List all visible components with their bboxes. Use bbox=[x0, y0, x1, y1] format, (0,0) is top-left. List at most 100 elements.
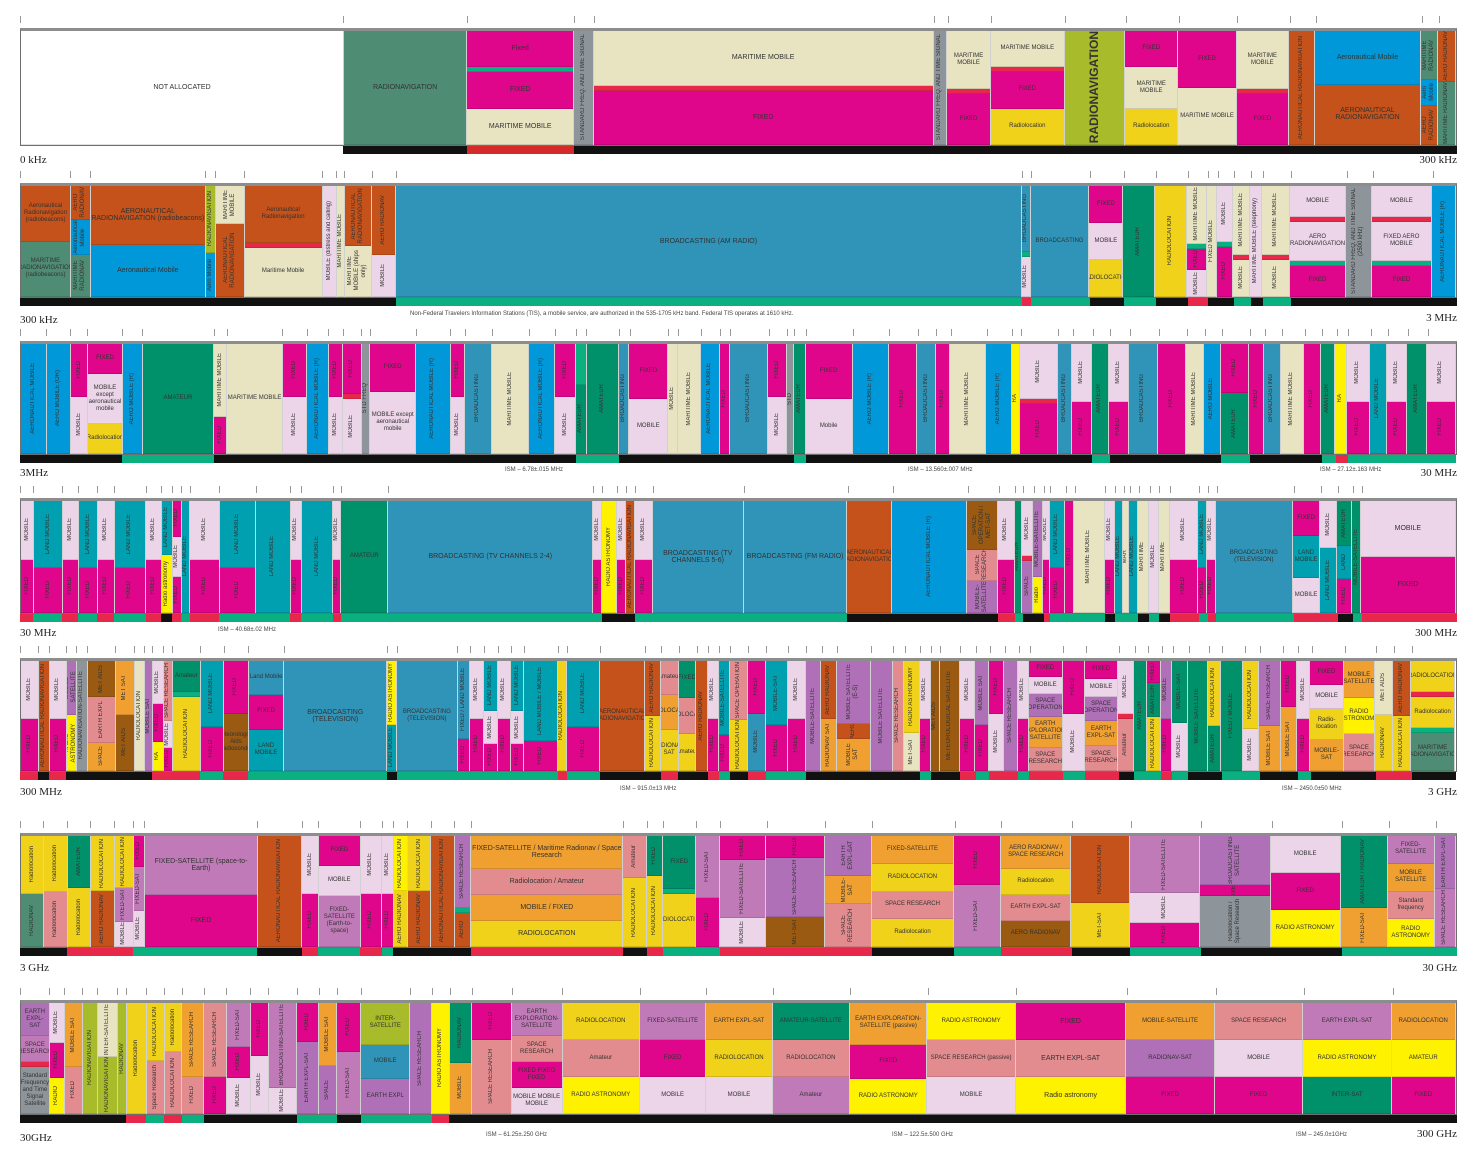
service-allocation: FIXED bbox=[805, 344, 852, 399]
service-allocation: Radiolocation bbox=[1410, 697, 1455, 728]
service-allocation: MOBILE bbox=[629, 399, 668, 454]
service-allocation: Radiolocation bbox=[990, 108, 1064, 145]
service-allocation: RADIOLOCATION bbox=[871, 863, 954, 892]
service-allocation: FIXED bbox=[1015, 1003, 1126, 1040]
service-allocation bbox=[593, 85, 933, 91]
service-allocation: AMATEUR bbox=[1220, 393, 1249, 454]
service-allocation: MOBILE bbox=[555, 396, 576, 454]
service-allocation: FIXED bbox=[1281, 661, 1296, 708]
service-allocation: AMATEUR bbox=[1336, 501, 1352, 547]
service-allocation: BROADCASTING bbox=[464, 344, 492, 454]
service-allocation: MARITIME MOBILE bbox=[1187, 186, 1207, 244]
service-allocation: MOBILE bbox=[283, 396, 307, 454]
service-allocation: Radio-location bbox=[1310, 709, 1343, 740]
service-allocation: FIXED bbox=[1071, 401, 1091, 454]
allocation-band: BROADCASTING bbox=[1030, 186, 1090, 297]
service-allocation: BROADCASTING bbox=[619, 344, 629, 454]
band-strip: MOBILE FIXED AERONAUTICAL RADIONAVIGATION M… bbox=[20, 658, 1457, 772]
service-allocation: MARITIME RADIONAVIGATION bbox=[1410, 733, 1455, 771]
service-allocation: LAND MOBILE bbox=[484, 661, 497, 712]
service-allocation: MOBILE bbox=[1160, 661, 1171, 719]
service-allocation bbox=[172, 692, 200, 698]
frequency-ticks bbox=[20, 329, 1457, 339]
service-allocation: Radiolocation / Amateur bbox=[471, 869, 623, 895]
allocation-band: MOBILE LAND MOBILE bbox=[1320, 501, 1337, 613]
allocation-band: FIXED AMATEUR bbox=[1220, 344, 1250, 454]
service-allocation: FIXED bbox=[214, 417, 227, 454]
service-allocation: BROADCASTING (TV CHANNELS 5-6) bbox=[652, 501, 743, 613]
allocation-band: RADIOLOCATION bbox=[557, 661, 567, 771]
allocation-band: MARITIME MOBILE FIXED bbox=[214, 344, 228, 454]
allocation-band: AMATEUR bbox=[576, 344, 587, 454]
service-allocation: MARITIME MOBILE (telephony) bbox=[1250, 186, 1262, 297]
allocation-band: FIXED bbox=[719, 344, 730, 454]
service-allocation: MOBILE bbox=[290, 501, 301, 560]
service-allocation: MET AIDS bbox=[1375, 661, 1392, 715]
service-allocation bbox=[1262, 254, 1290, 260]
service-allocation: MARITIME MOBILE bbox=[214, 344, 227, 417]
service-allocation: AMATEUR bbox=[1091, 344, 1109, 454]
service-allocation: SPACE RESEARCH bbox=[825, 904, 871, 947]
allocation-band: FIXED / MOBILE bbox=[1221, 661, 1244, 771]
allocation-band: FIXED FIXED-SAT bbox=[954, 836, 1001, 947]
service-allocation: MOBILE bbox=[469, 661, 484, 719]
allocation-band: BROADCASTING (FM RADIO) bbox=[743, 501, 848, 613]
service-allocation: FIXED-SATELLITE / Maritime Radionav / Sp… bbox=[471, 836, 623, 869]
service-allocation: EARTH EXPL-SAT bbox=[1015, 1040, 1126, 1077]
allocation-band: EARTH EXPL-SAT SPACE RESEARCH bbox=[1434, 836, 1456, 947]
allocation-band: SPACE OPERATION / MET-SAT SPACE RESEARCH M… bbox=[967, 501, 999, 613]
service-allocation: MARITIME MOBILE bbox=[678, 344, 701, 454]
service-allocation: SPACE RESEARCH bbox=[163, 661, 172, 721]
service-allocation: AERONAUTICAL RADIONAVIGATION bbox=[1314, 84, 1421, 145]
row-start-label: 300 kHz bbox=[20, 314, 58, 326]
allocation-band: SPACE RESEARCH MOBILE FIXED bbox=[1214, 1003, 1304, 1114]
service-allocation: FIXED bbox=[1214, 1077, 1303, 1114]
service-allocation: SPACE RESEARCH bbox=[471, 1039, 511, 1114]
allocation-band: MARITIME MOBILE bbox=[492, 344, 530, 454]
service-allocation: FIXED bbox=[1292, 501, 1320, 536]
service-allocation: MOBILE bbox=[1022, 501, 1033, 556]
service-allocation: MOBILE SAT bbox=[975, 661, 988, 725]
allocation-band: BROADCASTING MOBILE bbox=[1021, 186, 1031, 297]
band-strip: NOT ALLOCATED RADIONAVIGATION Fixed FIXED MA… bbox=[20, 28, 1457, 146]
service-allocation: FIXED bbox=[226, 1047, 250, 1079]
service-allocation: FIXED bbox=[250, 1003, 268, 1056]
service-allocation: MOBILE-SAT bbox=[825, 875, 871, 905]
service-allocation: FIXED bbox=[467, 72, 574, 109]
allocation-band: AERONAUTICAL RADIONAVIGATION bbox=[257, 836, 303, 947]
service-allocation: RADIOLOCATION bbox=[1243, 661, 1258, 730]
service-allocation: MARITIME RADIONAVIGATION (radiobeacons) bbox=[21, 241, 70, 297]
allocation-band: FIXED bbox=[935, 344, 951, 454]
service-allocation: FIXED bbox=[71, 344, 88, 397]
service-allocation: LAND MOBILE bbox=[200, 661, 224, 728]
service-allocation: RADIOLOCATION bbox=[646, 875, 663, 947]
service-allocation: MARITIME bbox=[1158, 501, 1169, 613]
service-allocation: AMATEUR bbox=[1406, 344, 1426, 454]
service-allocation: FIXED bbox=[248, 695, 284, 730]
allocation-band: SPACE RESEARCH bbox=[410, 1003, 433, 1114]
service-allocation: AMATEUR / RADIONAV bbox=[1340, 836, 1387, 909]
service-allocation: RADIO ASTRONOMY bbox=[850, 1079, 927, 1114]
allocation-band: MARITIME bbox=[1137, 501, 1149, 613]
allocation-band: RADIO ASTRONOMY SPACE RESEARCH (passive) M… bbox=[927, 1003, 1016, 1114]
service-allocation: RADIOLOCATION bbox=[146, 1003, 164, 1061]
service-allocation: SPACE RESEARCH bbox=[410, 1003, 432, 1114]
allocation-band: MET AIDS bbox=[930, 661, 940, 771]
service-allocation: FIXED bbox=[988, 661, 1004, 714]
service-allocation: MOBILE bbox=[49, 1003, 65, 1043]
allocation-band: BROADCASTING bbox=[1057, 344, 1072, 454]
service-allocation: FIXED bbox=[1062, 661, 1084, 714]
allocation-band: AERO MOBILE (OR) bbox=[46, 344, 72, 454]
service-allocation: MOBILE bbox=[361, 1044, 410, 1080]
service-allocation: AERO bbox=[454, 912, 471, 947]
allocation-band: Radiolocation RADIONAV bbox=[21, 836, 45, 947]
allocation-band: AERO MOBILE (R) bbox=[985, 344, 1012, 454]
service-allocation: MOBILE bbox=[343, 399, 361, 454]
allocation-band: MOBILE FIXED bbox=[62, 501, 80, 613]
allocation-band: AERO MOBILE bbox=[1203, 344, 1221, 454]
row-start-label: 0 kHz bbox=[20, 154, 47, 166]
allocation-band: MOBILE FIXED bbox=[333, 501, 342, 613]
service-allocation: FIXED bbox=[1361, 557, 1455, 613]
service-allocation: MOBILE except aeronautical mobile bbox=[88, 373, 122, 425]
